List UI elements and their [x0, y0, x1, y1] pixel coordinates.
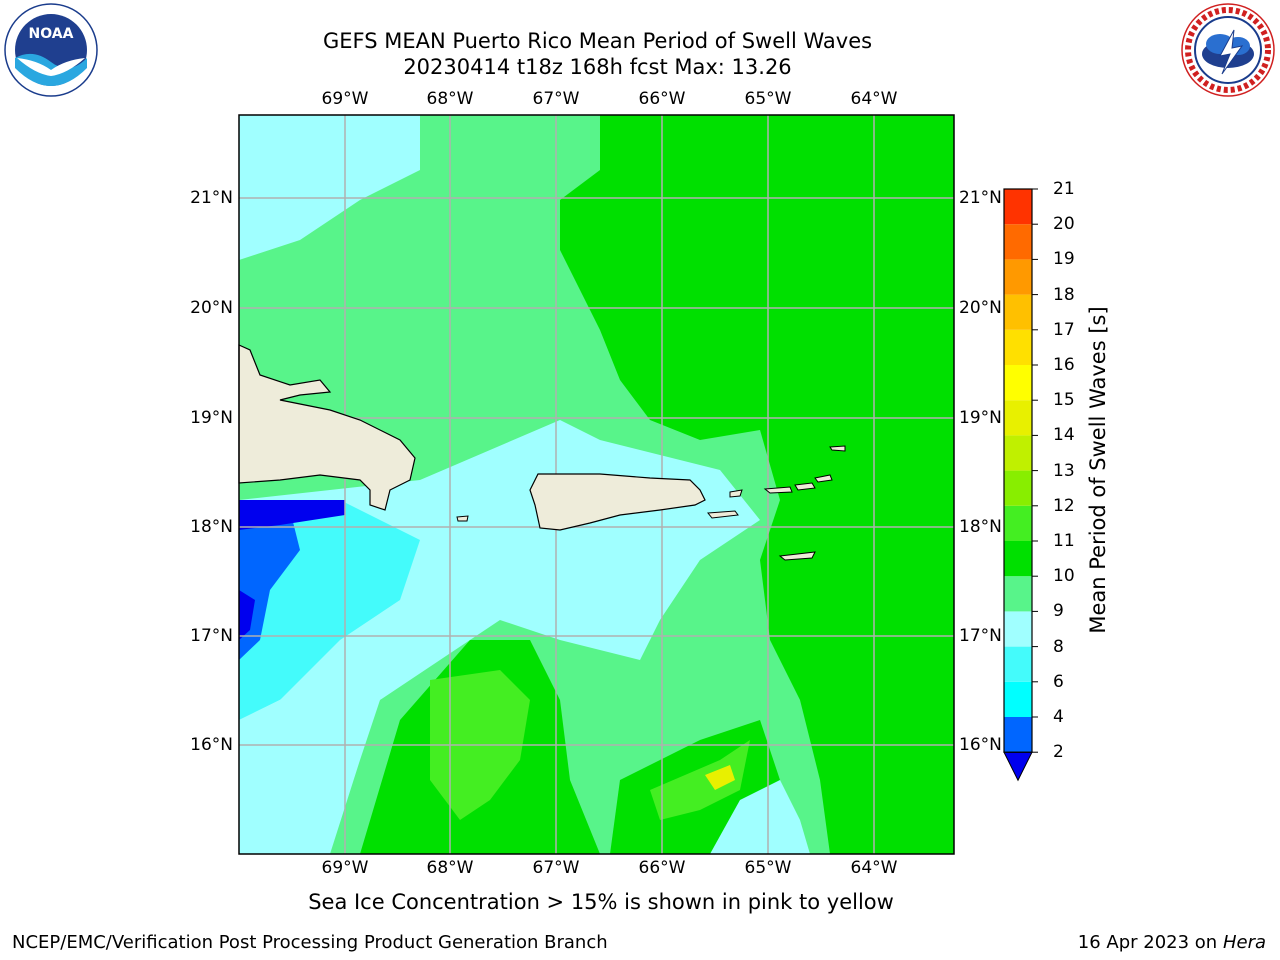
mona-island — [456, 515, 469, 522]
lat-label-left: 21°N — [190, 188, 233, 208]
swell-region-cyan-nw — [239, 115, 420, 260]
st-croix-island — [778, 551, 816, 561]
colorbar-segment — [1004, 470, 1032, 506]
map-subtitle: 20230414 t18z 168h fcst Max: 13.26 — [403, 55, 792, 79]
colorbar-tick-label: 18 — [1053, 284, 1075, 305]
colorbar-segment — [1004, 681, 1032, 717]
colorbar-tick-label: 21 — [1053, 179, 1075, 199]
colorbar-tick-label: 12 — [1053, 495, 1075, 516]
map-title: GEFS MEAN Puerto Rico Mean Period of Swe… — [322, 29, 873, 53]
colorbar-segment — [1004, 365, 1032, 401]
svg-text:NOAA: NOAA — [29, 26, 74, 42]
colorbar-segment — [1004, 294, 1032, 330]
colorbar-segment — [1004, 435, 1032, 471]
colorbar-segment — [1004, 189, 1032, 225]
colorbar-tick-label: 19 — [1053, 249, 1075, 270]
vieques-island — [707, 510, 739, 519]
colorbar-tick-label: 11 — [1053, 531, 1075, 551]
nws-logo — [1180, 2, 1276, 98]
lat-label-right: 16°N — [959, 735, 1002, 755]
hispaniola-land — [238, 344, 416, 511]
footer-machine: Hera — [1222, 932, 1266, 953]
colorbar-segment — [1004, 329, 1032, 365]
lat-label-right: 20°N — [959, 298, 1002, 318]
colorbar-tick-label: 16 — [1053, 355, 1075, 375]
colorbar-tick-label: 17 — [1053, 319, 1075, 340]
swell-region-blue-sw — [239, 510, 300, 660]
st-john-island — [794, 482, 816, 491]
swell-region-yellow — [705, 765, 735, 790]
lat-label-left: 17°N — [190, 626, 233, 646]
sea-ice-note: Sea Ice Concentration > 15% is shown in … — [308, 890, 894, 914]
lon-label-top: 69°W — [321, 89, 369, 109]
colorbar-tick-label: 14 — [1053, 425, 1075, 446]
lon-label-bottom: 65°W — [744, 858, 792, 878]
colorbar-extend-arrow — [1003, 751, 1033, 782]
lat-label-left: 18°N — [190, 517, 233, 537]
tortola-island — [814, 474, 833, 483]
lat-label-left: 16°N — [190, 735, 233, 755]
lat-label-right: 18°N — [959, 517, 1002, 537]
colorbar-segment — [1004, 400, 1032, 436]
colorbar-title: Mean Period of Swell Waves [s] — [1086, 306, 1110, 634]
footer-date: 16 Apr 2023 on Hera — [1078, 932, 1266, 953]
lat-label-left: 20°N — [190, 298, 233, 318]
colorbar-tick-label: 2 — [1053, 742, 1064, 763]
footer-branch: NCEP/EMC/Verification Post Processing Pr… — [12, 932, 608, 953]
colorbar-segment — [1004, 611, 1032, 647]
colorbar-segment — [1004, 646, 1032, 682]
lat-label-right: 17°N — [959, 626, 1002, 646]
lon-label-top: 68°W — [426, 89, 474, 109]
colorbar-tick-label: 10 — [1053, 566, 1075, 587]
lon-label-top: 66°W — [638, 89, 686, 109]
lat-label-left: 19°N — [190, 408, 233, 428]
swell-region-deep-2 — [239, 590, 255, 640]
colorbar-tick-label: 20 — [1053, 214, 1075, 235]
swell-region-deep — [239, 500, 345, 530]
st-thomas-island — [763, 486, 793, 494]
colorbar-segment — [1004, 505, 1032, 541]
culebra-island — [729, 489, 743, 498]
swell-region-lime-se — [650, 740, 750, 820]
colorbar-segment — [1004, 576, 1032, 612]
puerto-rico-land — [529, 473, 706, 531]
lon-label-bottom: 69°W — [321, 858, 369, 878]
swell-region-cyan-pr — [540, 560, 660, 640]
lon-label-bottom: 67°W — [532, 858, 580, 878]
lat-label-right: 19°N — [959, 408, 1002, 428]
lon-label-bottom: 68°W — [426, 858, 474, 878]
colorbar-tick-label: 13 — [1053, 460, 1075, 481]
swell-region-cyan-se — [710, 780, 810, 854]
map-frame — [238, 114, 955, 855]
lon-label-bottom: 66°W — [638, 858, 686, 878]
footer-date-text: 16 Apr 2023 on — [1077, 932, 1223, 953]
lat-label-right: 21°N — [959, 188, 1002, 208]
colorbar-tick-label: 6 — [1053, 671, 1064, 692]
anegada-island — [829, 445, 846, 452]
colorbar-tick-label: 4 — [1053, 707, 1064, 727]
lon-label-top: 67°W — [532, 89, 580, 109]
swell-region-green-ne — [560, 115, 954, 854]
noaa-logo: NOAA — [3, 2, 99, 98]
colorbar-segment — [1004, 541, 1032, 577]
colorbar-tick-label: 8 — [1053, 636, 1064, 657]
colorbar-tick-label: 15 — [1053, 390, 1075, 411]
colorbar-segment — [1004, 224, 1032, 260]
lon-label-top: 65°W — [744, 89, 792, 109]
colorbar-segment — [1004, 717, 1032, 753]
lon-label-bottom: 64°W — [850, 858, 898, 878]
colorbar-tick-label: 9 — [1053, 601, 1064, 622]
colorbar-segment — [1004, 259, 1032, 295]
lon-label-top: 64°W — [850, 89, 898, 109]
